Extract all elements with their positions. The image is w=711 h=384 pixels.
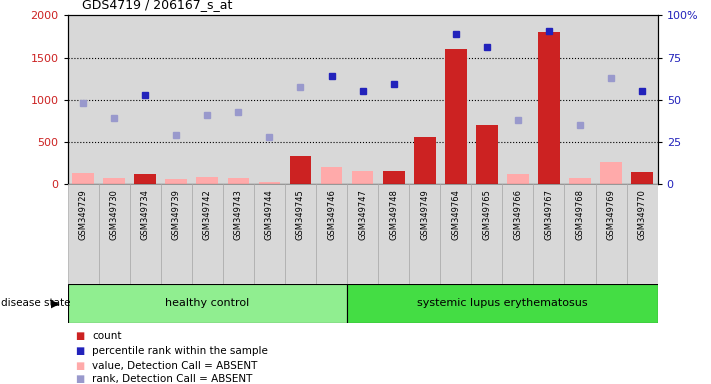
Bar [161,184,192,284]
Text: GSM349764: GSM349764 [451,189,460,240]
Bar [289,156,311,184]
Bar [352,171,373,184]
Text: ▶: ▶ [50,298,59,308]
Text: GSM349743: GSM349743 [234,189,243,240]
Text: count: count [92,331,122,341]
Text: ■: ■ [75,331,84,341]
Bar [626,184,658,284]
Bar [99,184,129,284]
Text: healthy control: healthy control [165,298,250,308]
Bar [503,184,533,284]
Bar [285,184,316,284]
Bar [321,167,343,184]
Bar [471,184,503,284]
Text: GSM349734: GSM349734 [141,189,150,240]
Text: GSM349766: GSM349766 [513,189,523,240]
Bar [596,184,626,284]
Bar [570,179,591,184]
Bar [129,184,161,284]
Text: GSM349745: GSM349745 [296,189,305,240]
Bar [347,284,658,323]
Bar [228,179,250,184]
Bar [414,137,436,184]
Text: systemic lupus erythematosus: systemic lupus erythematosus [417,298,588,308]
Text: GSM349746: GSM349746 [327,189,336,240]
Bar [192,184,223,284]
Text: GSM349729: GSM349729 [79,189,87,240]
Bar [103,179,125,184]
Bar [166,179,187,184]
Bar [378,184,410,284]
Text: GSM349744: GSM349744 [265,189,274,240]
Bar [600,162,622,184]
Bar [134,174,156,184]
Bar [410,184,440,284]
Text: GSM349748: GSM349748 [389,189,398,240]
Bar [533,184,565,284]
Text: GDS4719 / 206167_s_at: GDS4719 / 206167_s_at [82,0,232,12]
Bar [383,171,405,184]
Text: value, Detection Call = ABSENT: value, Detection Call = ABSENT [92,361,258,371]
Bar [316,184,347,284]
Bar [445,49,466,184]
Bar [440,184,471,284]
Text: GSM349749: GSM349749 [420,189,429,240]
Bar [631,172,653,184]
Text: GSM349767: GSM349767 [545,189,553,240]
Bar [196,177,218,184]
Text: GSM349739: GSM349739 [172,189,181,240]
Bar [73,173,94,184]
Bar [68,284,347,323]
Bar [254,184,285,284]
Text: GSM349770: GSM349770 [638,189,646,240]
Text: GSM349730: GSM349730 [109,189,119,240]
Bar [347,184,378,284]
Bar [223,184,254,284]
Text: GSM349768: GSM349768 [575,189,584,240]
Text: ■: ■ [75,361,84,371]
Bar [538,32,560,184]
Text: rank, Detection Call = ABSENT: rank, Detection Call = ABSENT [92,374,253,384]
Text: GSM349765: GSM349765 [482,189,491,240]
Text: ■: ■ [75,374,84,384]
Text: disease state: disease state [1,298,70,308]
Text: ■: ■ [75,346,84,356]
Text: GSM349747: GSM349747 [358,189,367,240]
Text: GSM349742: GSM349742 [203,189,212,240]
Text: percentile rank within the sample: percentile rank within the sample [92,346,268,356]
Bar [565,184,596,284]
Bar [507,174,529,184]
Bar [68,184,99,284]
Bar [476,125,498,184]
Bar [259,182,280,184]
Text: GSM349769: GSM349769 [606,189,616,240]
